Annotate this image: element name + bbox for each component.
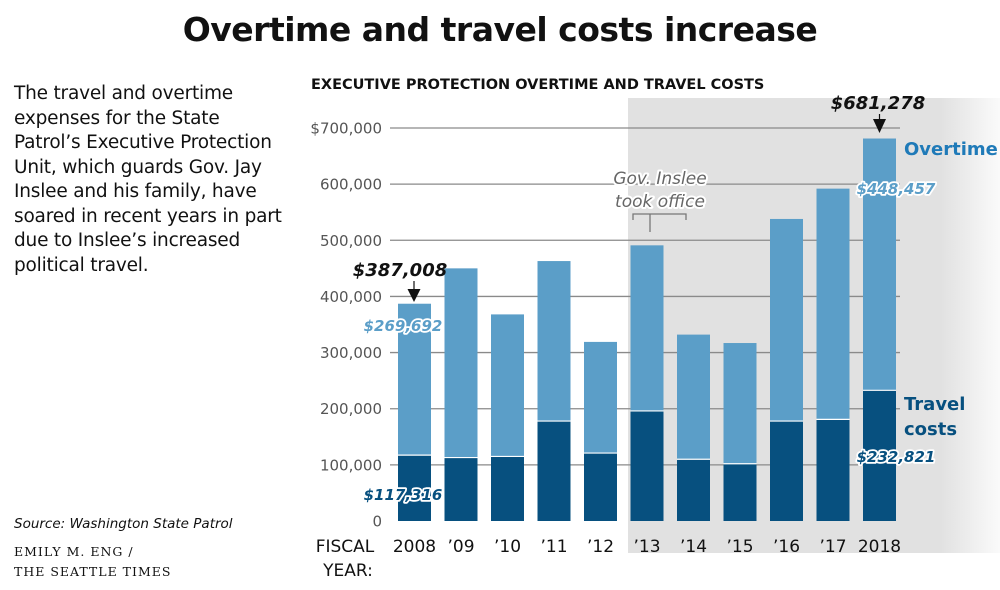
headline: Overtime and travel costs increase [182, 10, 818, 49]
legend-overtime: Overtime [904, 139, 998, 160]
x-tick-label: 2008 [393, 537, 436, 557]
x-axis-label: YEAR: [322, 561, 373, 581]
annotation-inslee-line1: Gov. Inslee [613, 169, 706, 189]
bar-travel [816, 419, 850, 521]
bar-overtime [863, 138, 896, 391]
bar-overtime [584, 341, 617, 454]
y-tick-label: $700,000 [310, 120, 382, 138]
intro-text: The travel and overtime expenses for the… [14, 83, 282, 276]
total-marker-2018 [873, 119, 886, 133]
bar-overtime [723, 343, 757, 464]
byline: EMILY M. ENG / THE SEATTLE TIMES [14, 542, 171, 582]
bar-overtime [677, 334, 710, 460]
bar-overtime [816, 188, 850, 420]
bar-travel [723, 463, 757, 521]
annotation-total-2008: $387,008 [353, 260, 448, 281]
x-tick-label: 2018 [858, 537, 901, 557]
source-note: Source: Washington State Patrol [14, 516, 233, 532]
bar-overtime [630, 245, 664, 411]
y-tick-label: 400,000 [320, 288, 382, 306]
y-tick-label: 100,000 [320, 456, 382, 474]
annotation-inslee-line2: took office [615, 192, 705, 212]
x-tick-label: ’16 [773, 537, 800, 557]
annotation-travel-2008: $117,316 [364, 486, 443, 504]
bar-travel [491, 456, 524, 521]
bar-travel [770, 421, 803, 521]
annotation-travel-2018: $232,821 [857, 448, 936, 466]
x-tick-label: ’09 [447, 537, 474, 557]
bar-overtime [444, 268, 478, 458]
y-tick-label: 300,000 [320, 344, 382, 362]
bar-travel [863, 390, 896, 521]
y-tick-label: 200,000 [320, 400, 382, 418]
byline-author: EMILY M. ENG / [14, 544, 134, 559]
x-tick-label: ’13 [633, 537, 660, 557]
y-tick-label: 0 [372, 513, 382, 531]
bar-travel [444, 457, 478, 521]
bar-overtime [398, 303, 431, 456]
annotation-total-2018: $681,278 [831, 93, 926, 114]
x-tick-label: ’14 [680, 537, 707, 557]
total-marker-2008 [407, 289, 421, 302]
bar-travel [630, 410, 664, 521]
bar-overtime [491, 314, 524, 457]
annotation-overtime-2018: $448,457 [857, 180, 936, 198]
x-tick-label: ’12 [587, 537, 614, 557]
legend-travel: Travel [904, 394, 965, 415]
byline-publication: THE SEATTLE TIMES [14, 564, 172, 579]
bar-travel [537, 421, 571, 521]
annotation-overtime-2008: $269,692 [364, 317, 443, 335]
bar-travel [584, 453, 617, 521]
bar-overtime [537, 261, 571, 422]
y-tick-label: 500,000 [320, 232, 382, 250]
x-tick-label: ’11 [540, 537, 567, 557]
x-axis-label: FISCAL [316, 537, 375, 557]
bar-overtime [770, 218, 803, 422]
y-tick-label: 600,000 [320, 176, 382, 194]
bar-travel [398, 455, 431, 521]
x-tick-label: ’10 [494, 537, 521, 557]
x-tick-label: ’17 [819, 537, 846, 557]
bar-travel [677, 459, 710, 521]
x-tick-label: ’15 [726, 537, 753, 557]
chart-title: EXECUTIVE PROTECTION OVERTIME AND TRAVEL… [311, 77, 765, 93]
legend-travel: costs [904, 419, 957, 440]
annotation-bracket [632, 213, 687, 220]
